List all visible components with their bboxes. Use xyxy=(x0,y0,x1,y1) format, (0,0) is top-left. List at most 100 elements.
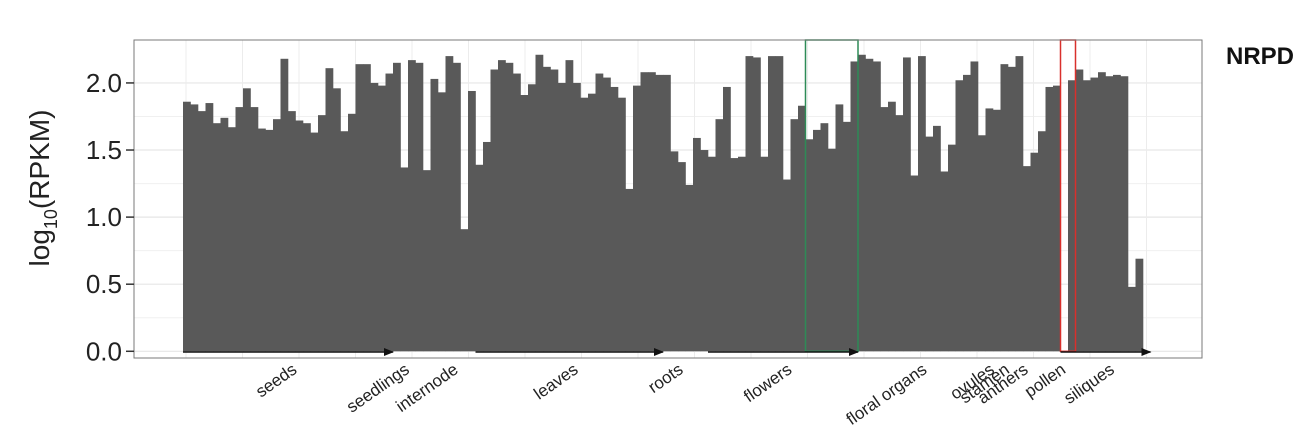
bar xyxy=(648,72,656,352)
bar xyxy=(250,107,259,352)
y-axis-label: log10(RPKM) xyxy=(24,110,61,267)
bar xyxy=(325,68,334,352)
y-tick-label: 0.0 xyxy=(86,336,122,366)
bar xyxy=(265,129,274,352)
bar xyxy=(288,111,296,352)
bar xyxy=(685,184,694,352)
bar xyxy=(730,158,739,352)
bar xyxy=(985,108,994,352)
bar xyxy=(445,56,454,352)
bar xyxy=(408,60,416,352)
bar xyxy=(790,119,799,352)
bar xyxy=(610,86,619,352)
bar xyxy=(483,141,491,352)
bar xyxy=(415,62,424,352)
bar xyxy=(850,61,859,352)
bar xyxy=(453,62,461,352)
bar xyxy=(1105,76,1114,352)
bar xyxy=(1053,85,1061,352)
bar xyxy=(798,105,806,352)
bar xyxy=(835,104,844,352)
y-tick-label: 1.0 xyxy=(86,202,122,232)
bar xyxy=(550,69,559,352)
bar xyxy=(888,101,896,352)
bar xyxy=(880,107,889,352)
bar xyxy=(775,56,784,352)
bar xyxy=(588,93,596,352)
bar xyxy=(1068,80,1076,352)
bar xyxy=(1083,80,1091,352)
bar xyxy=(828,148,836,352)
bar xyxy=(903,57,911,352)
bar xyxy=(978,135,986,352)
bar xyxy=(723,86,731,352)
bar xyxy=(1113,74,1121,352)
y-tick-label: 1.5 xyxy=(86,135,122,165)
category-label: floral organs xyxy=(843,360,931,429)
bar xyxy=(1075,69,1084,352)
bar xyxy=(970,61,979,352)
bar xyxy=(640,72,649,352)
bar xyxy=(243,88,251,352)
category-label: siliques xyxy=(1060,360,1117,408)
bar xyxy=(348,113,356,352)
bar xyxy=(273,119,281,352)
bar xyxy=(738,156,746,352)
bar xyxy=(460,229,469,352)
bar xyxy=(580,97,589,352)
bar xyxy=(513,73,521,352)
bar xyxy=(633,85,641,352)
bar xyxy=(1008,66,1016,352)
bar xyxy=(925,136,934,352)
bar xyxy=(768,56,776,352)
y-tick-label: 2.0 xyxy=(86,68,122,98)
bar xyxy=(520,95,529,352)
bar xyxy=(1015,56,1024,352)
panel-border xyxy=(133,39,1203,359)
bar xyxy=(220,117,229,352)
bar xyxy=(183,101,191,352)
bar xyxy=(663,74,671,352)
bar xyxy=(1128,286,1136,352)
bar xyxy=(573,82,581,352)
bar xyxy=(745,56,754,352)
bar xyxy=(505,62,514,352)
bar xyxy=(385,73,394,352)
bar xyxy=(895,115,904,352)
bar xyxy=(820,123,829,352)
category-label: leaves xyxy=(530,360,581,404)
bar xyxy=(340,131,349,352)
bar xyxy=(910,175,919,352)
chart-title: NRPD xyxy=(1226,43,1294,70)
bar xyxy=(678,162,686,352)
bar xyxy=(190,104,199,352)
bar xyxy=(625,188,634,352)
bar xyxy=(918,56,926,352)
bar xyxy=(843,121,851,352)
bar xyxy=(618,97,626,352)
bar xyxy=(235,107,244,352)
bar xyxy=(700,150,709,352)
bar xyxy=(805,139,814,352)
bar xyxy=(693,137,701,352)
category-label: flowers xyxy=(740,360,795,406)
bar xyxy=(490,69,499,352)
bars-layer xyxy=(183,54,1144,352)
bar xyxy=(813,129,821,352)
bar xyxy=(955,80,964,352)
bar xyxy=(783,179,791,352)
bar xyxy=(940,171,949,352)
bar xyxy=(543,66,551,352)
bar xyxy=(865,58,874,352)
bar xyxy=(558,82,566,352)
bar xyxy=(370,82,379,352)
bar xyxy=(1098,72,1106,352)
bar xyxy=(993,109,1001,352)
bar xyxy=(393,62,401,352)
bar xyxy=(303,123,311,352)
y-tick-label: 0.5 xyxy=(86,269,122,299)
bar xyxy=(528,84,536,352)
bar xyxy=(430,78,439,352)
y-axis: 0.0 0.5 1.0 1.5 2.0 xyxy=(86,68,134,366)
category-label: seeds xyxy=(252,360,300,402)
